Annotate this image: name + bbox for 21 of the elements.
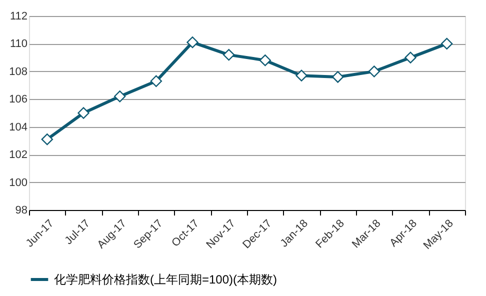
- y-tick-label: 112: [10, 10, 28, 22]
- legend-label: 化学肥料价格指数(上年同期=100)(本期数): [54, 272, 278, 286]
- point: [186, 36, 198, 48]
- point: [368, 66, 380, 78]
- point: [41, 133, 54, 146]
- point: [440, 38, 453, 50]
- point: [78, 107, 90, 119]
- y-tick-label: 102: [9, 149, 28, 162]
- y-tick-label: 104: [9, 121, 28, 134]
- point: [114, 90, 126, 102]
- y-tick-label: 100: [9, 176, 28, 189]
- y-tick-label: 98: [15, 204, 28, 216]
- y-tick-label: 110: [10, 38, 28, 50]
- point: [404, 52, 416, 64]
- y-tick-label: 108: [9, 66, 28, 78]
- point: [296, 70, 308, 82]
- y-tick-label: 106: [9, 94, 28, 106]
- point: [259, 54, 272, 66]
- point: [150, 75, 162, 87]
- point: [222, 48, 235, 61]
- point: [332, 71, 344, 83]
